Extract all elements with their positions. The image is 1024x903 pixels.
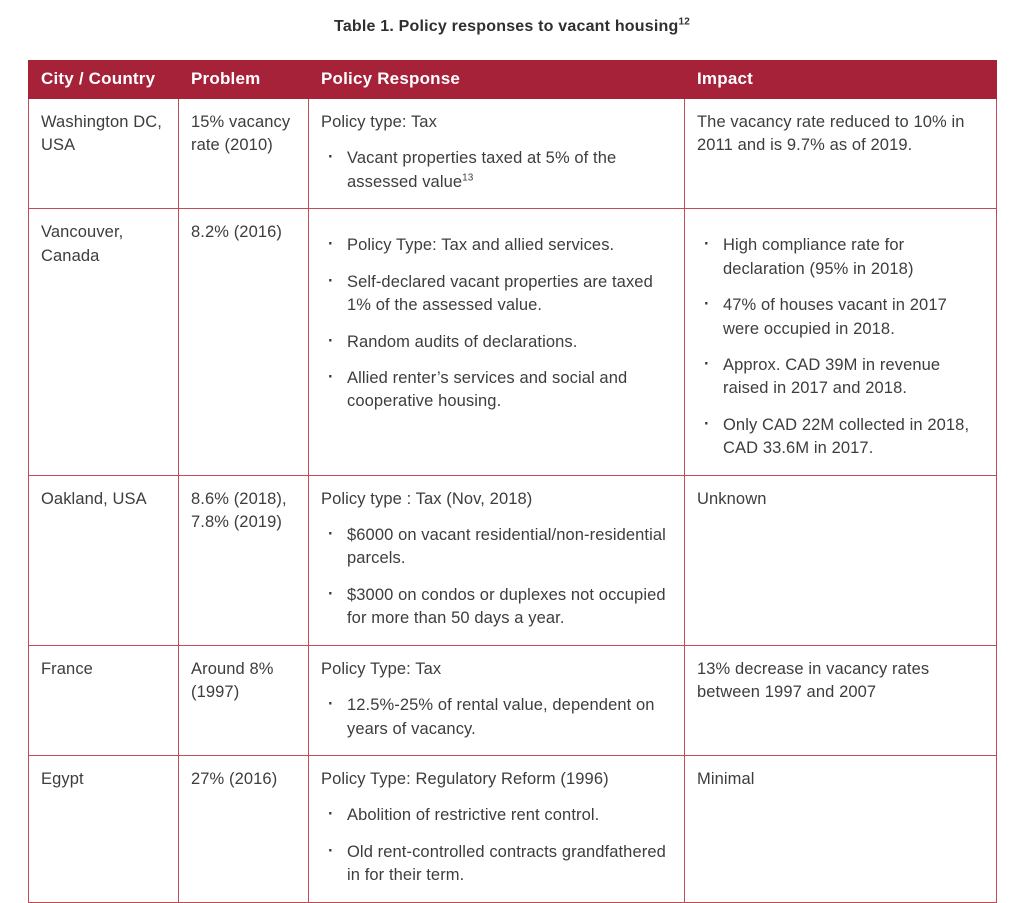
impact-cell: Unknown: [684, 474, 997, 646]
policy-response-cell-text: Policy Type: Regulatory Reform (1996): [321, 770, 609, 789]
city-cell: Washington DC, USA: [28, 97, 179, 210]
impact-cell-text: 13% decrease in vacancy rates between 19…: [697, 659, 930, 702]
policy-response-cell-bullet: Policy Type: Tax and allied services.: [321, 233, 672, 257]
problem-cell: 8.6% (2018), 7.8% (2019): [178, 474, 309, 646]
policy-response-cell-bullet: Vacant properties taxed at 5% of the ass…: [321, 146, 672, 194]
column-header-impact: Impact: [684, 60, 997, 99]
city-cell: Vancouver, Canada: [28, 208, 179, 476]
policy-response-cell-text: Policy type : Tax (Nov, 2018): [321, 489, 533, 508]
impact-cell-bullet: 47% of houses vacant in 2017 were occupi…: [697, 293, 984, 341]
city-cell: France: [28, 644, 179, 757]
column-header-city-country: City / Country: [28, 60, 179, 99]
policy-response-cell-bullet-list: Abolition of restrictive rent control. Ol…: [321, 803, 672, 888]
impact-cell-bullet: Approx. CAD 39M in revenue raised in 201…: [697, 353, 984, 401]
policy-response-cell-bullet-list: 12.5%-25% of rental value, dependent on …: [321, 693, 672, 741]
table-title: Table 1. Policy responses to vacant hous…: [28, 16, 996, 36]
policy-response-cell-bullet: Old rent-controlled contracts grandfathe…: [321, 840, 672, 888]
policy-response-cell-bullet: 12.5%-25% of rental value, dependent on …: [321, 693, 672, 741]
impact-cell: Minimal: [684, 755, 997, 903]
policy-response-cell-bullet: Abolition of restrictive rent control.: [321, 803, 672, 827]
problem-cell: Around 8% (1997): [178, 644, 309, 757]
policy-response-cell-bullet-list: Policy Type: Tax and allied services. Sel…: [321, 233, 672, 414]
impact-cell-text: The vacancy rate reduced to 10% in 2011 …: [697, 113, 965, 155]
policy-response-cell: Policy type: Tax Vacant properties taxed …: [308, 97, 685, 210]
problem-cell: 15% vacancy rate (2010): [178, 97, 309, 210]
city-cell: Oakland, USA: [28, 474, 179, 646]
impact-cell-bullet: Only CAD 22M collected in 2018, CAD 33.6…: [697, 413, 984, 461]
problem-cell: 27% (2016): [178, 755, 309, 903]
impact-cell-text: Minimal: [697, 770, 755, 789]
policy-response-cell-bullet-list: $6000 on vacant residential/non-resident…: [321, 523, 672, 631]
impact-cell-bullet: High compliance rate for declaration (95…: [697, 233, 984, 281]
policy-response-cell-text: Policy type: Tax: [321, 113, 437, 131]
table-row-oakland-usa: Oakland, USA 8.6% (2018), 7.8% (2019) Poli…: [28, 474, 997, 646]
policy-response-cell: Policy Type: Tax and allied services. Sel…: [308, 208, 685, 476]
city-cell: Egypt: [28, 755, 179, 903]
impact-cell-text: Unknown: [697, 489, 767, 508]
column-header-policy-response: Policy Response: [308, 60, 685, 99]
impact-cell-bullet-list: High compliance rate for declaration (95…: [697, 233, 984, 461]
table-row-washington-dc-usa: Washington DC, USA 15% vacancy rate (2010…: [28, 97, 997, 210]
policy-response-cell-bullet: Random audits of declarations.: [321, 330, 672, 354]
header-row: City / Country Problem Policy Response Impa…: [28, 60, 997, 99]
policy-responses-table: City / Country Problem Policy Response Impa…: [28, 60, 997, 903]
table-row-egypt: Egypt 27% (2016) Policy Type: Regulatory R…: [28, 755, 997, 903]
policy-response-cell: Policy type : Tax (Nov, 2018) $6000 on va…: [308, 474, 685, 646]
impact-cell: 13% decrease in vacancy rates between 19…: [684, 644, 997, 757]
policy-response-cell-bullet: $6000 on vacant residential/non-resident…: [321, 523, 672, 571]
column-header-problem: Problem: [178, 60, 309, 99]
policy-response-cell-text: Policy Type: Tax: [321, 659, 442, 678]
policy-response-cell: Policy Type: Tax 12.5%-25% of rental valu…: [308, 644, 685, 757]
policy-response-cell-bullet: Allied renter’s services and social and …: [321, 366, 672, 414]
impact-cell: High compliance rate for declaration (95…: [684, 208, 997, 476]
policy-response-cell-bullet: $3000 on condos or duplexes not occupied…: [321, 583, 672, 631]
problem-cell: 8.2% (2016): [178, 208, 309, 476]
policy-response-cell: Policy Type: Regulatory Reform (1996) Abo…: [308, 755, 685, 903]
policy-response-cell-bullet: Self-declared vacant properties are taxe…: [321, 270, 672, 318]
table-title-text: Table 1. Policy responses to vacant hous…: [334, 18, 679, 35]
policy-response-cell-footnote-ref: 13: [462, 172, 474, 184]
policy-response-cell-bullet-list: Vacant properties taxed at 5% of the ass…: [321, 146, 672, 194]
impact-cell: The vacancy rate reduced to 10% in 2011 …: [684, 97, 997, 210]
table-title-footnote-ref: 12: [678, 16, 690, 28]
